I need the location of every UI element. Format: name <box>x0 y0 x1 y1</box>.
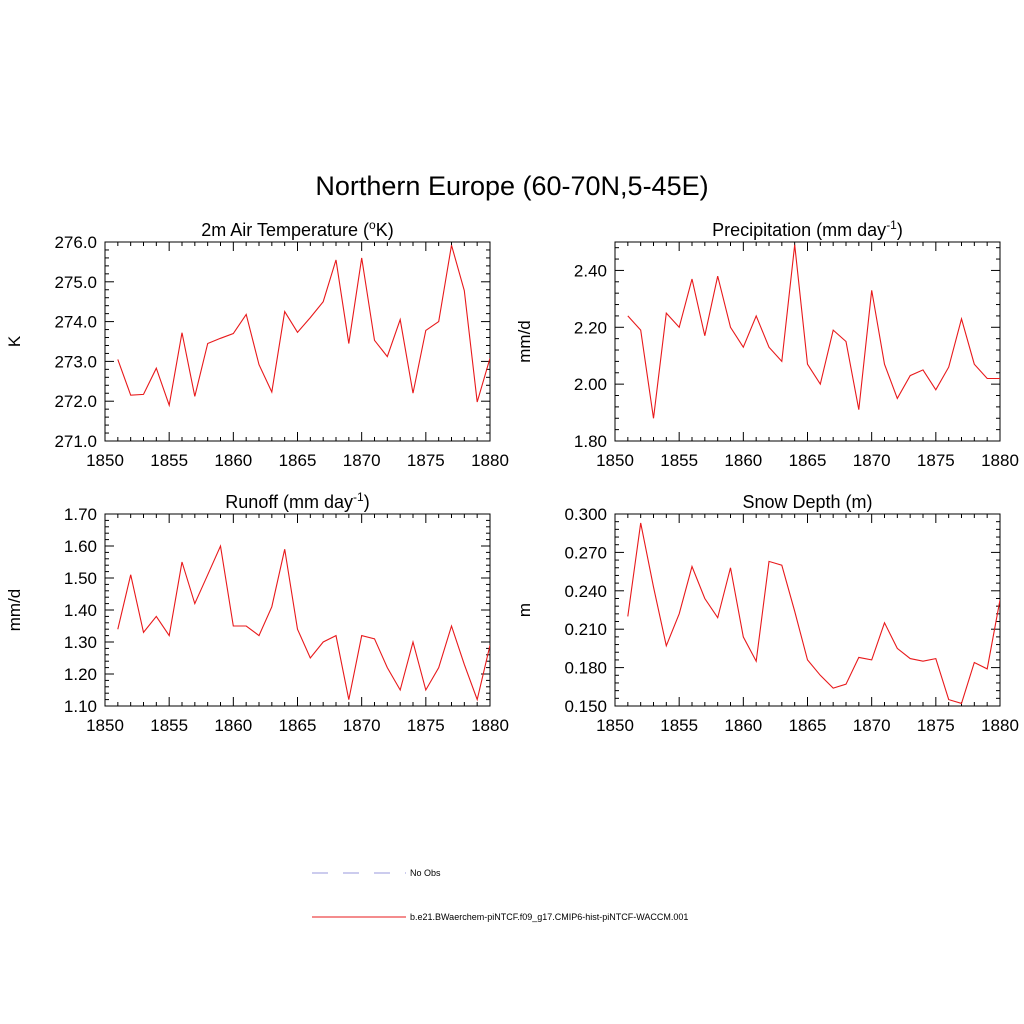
x-tick-label: 1865 <box>789 451 827 470</box>
main-title: Northern Europe (60-70N,5-45E) <box>315 171 708 201</box>
x-tick-label: 1860 <box>214 716 252 735</box>
y-tick-label: 0.240 <box>564 582 607 601</box>
y-tick-label: 2.40 <box>574 261 607 280</box>
panel-title: Snow Depth (m) <box>742 492 872 512</box>
panel-1: 2m Air Temperature (oK) 1850 1855 1860 1865 1… <box>5 218 509 470</box>
plot-frame <box>614 513 1001 707</box>
x-tick-label: 1865 <box>279 451 317 470</box>
panel-title-suffix: ) <box>364 492 370 512</box>
plot-frame <box>104 513 491 707</box>
series-line-1 <box>627 522 1000 705</box>
panel-title-main: Snow Depth (m) <box>742 492 872 512</box>
y-tick-label: 276.0 <box>54 233 97 252</box>
panel-4: Snow Depth (m) 1850 1855 1860 1865 1870 1875 18… <box>515 492 1019 735</box>
legend-entry-2: b.e21.BWaerchem-piNTCF.f09_g17.CMIP6-his… <box>312 912 688 922</box>
y-axis-label: K <box>5 335 24 347</box>
y-tick-label: 1.30 <box>64 633 97 652</box>
y-tick-label: 0.150 <box>564 697 607 716</box>
y-tick-label: 0.180 <box>564 659 607 678</box>
y-axis-label: m <box>515 603 534 617</box>
x-tick-label: 1870 <box>343 451 381 470</box>
y-tick-label: 1.60 <box>64 537 97 556</box>
y-tick-label: 1.40 <box>64 601 97 620</box>
panel-title-sup: o <box>369 218 376 232</box>
x-tick-label: 1855 <box>150 716 188 735</box>
y-tick-label: 1.70 <box>64 505 97 524</box>
x-tick-label: 1860 <box>724 716 762 735</box>
panel-title-main: Precipitation (mm day <box>712 220 886 240</box>
panel-title-suffix: ) <box>897 220 903 240</box>
series-line-1 <box>117 245 490 408</box>
series-line-1 <box>117 544 490 702</box>
x-tick-label: 1880 <box>471 716 509 735</box>
y-tick-label: 275.0 <box>54 273 97 292</box>
x-tick-label: 1855 <box>150 451 188 470</box>
panel-title-sup: -1 <box>886 218 897 232</box>
panel-title: Runoff (mm day-1) <box>225 490 369 512</box>
plot-frame <box>104 241 491 442</box>
x-tick-label: 1850 <box>86 716 124 735</box>
y-axis-label: mm/d <box>515 320 534 363</box>
series-line-1 <box>627 244 1000 419</box>
y-tick-label: 1.50 <box>64 569 97 588</box>
legend-label: No Obs <box>410 868 441 878</box>
x-tick-label: 1880 <box>981 716 1019 735</box>
x-tick-label: 1865 <box>279 716 317 735</box>
y-tick-label: 271.0 <box>54 432 97 451</box>
x-tick-label: 1855 <box>660 451 698 470</box>
x-tick-label: 1875 <box>917 716 955 735</box>
y-tick-label: 0.300 <box>564 505 607 524</box>
y-axis-label: mm/d <box>5 589 24 632</box>
legend-label: b.e21.BWaerchem-piNTCF.f09_g17.CMIP6-his… <box>410 912 688 922</box>
legend-entry-1: No Obs <box>312 868 441 878</box>
x-tick-label: 1855 <box>660 716 698 735</box>
panel-title: 2m Air Temperature (oK) <box>201 218 393 240</box>
x-tick-label: 1880 <box>981 451 1019 470</box>
legend: No Obs b.e21.BWaerchem-piNTCF.f09_g17.CMI… <box>312 868 688 922</box>
x-tick-label: 1875 <box>917 451 955 470</box>
x-tick-label: 1870 <box>853 451 891 470</box>
y-tick-label: 2.20 <box>574 318 607 337</box>
panel-title-suffix: K) <box>376 220 394 240</box>
panel-title-sup: -1 <box>353 490 364 504</box>
y-tick-label: 273.0 <box>54 352 97 371</box>
plot-frame <box>614 241 1001 442</box>
panels: 2m Air Temperature (oK)1850 1855 1860 1865 1… <box>5 218 1019 735</box>
y-tick-label: 1.20 <box>64 665 97 684</box>
panel-title-main: 2m Air Temperature ( <box>201 220 369 240</box>
x-tick-label: 1875 <box>407 451 445 470</box>
x-tick-label: 1850 <box>86 451 124 470</box>
x-tick-label: 1860 <box>214 451 252 470</box>
x-tick-label: 1865 <box>789 716 827 735</box>
x-tick-label: 1870 <box>343 716 381 735</box>
y-tick-label: 274.0 <box>54 313 97 332</box>
panel-title-main: Runoff (mm day <box>225 492 353 512</box>
panel-title: Precipitation (mm day-1) <box>712 218 903 240</box>
y-tick-label: 0.210 <box>564 620 607 639</box>
panel-3: Runoff (mm day-1) 1850 1855 1860 1865 1870 187… <box>5 490 509 735</box>
y-tick-label: 2.00 <box>574 375 607 394</box>
x-tick-label: 1875 <box>407 716 445 735</box>
x-tick-label: 1850 <box>596 716 634 735</box>
x-tick-label: 1850 <box>596 451 634 470</box>
y-tick-label: 1.10 <box>64 697 97 716</box>
x-tick-label: 1860 <box>724 451 762 470</box>
y-tick-label: 1.80 <box>574 432 607 451</box>
y-tick-label: 272.0 <box>54 392 97 411</box>
x-tick-label: 1870 <box>853 716 891 735</box>
panel-2: Precipitation (mm day-1) 1850 1855 1860 1865… <box>515 218 1019 470</box>
y-tick-label: 0.270 <box>564 543 607 562</box>
x-tick-label: 1880 <box>471 451 509 470</box>
